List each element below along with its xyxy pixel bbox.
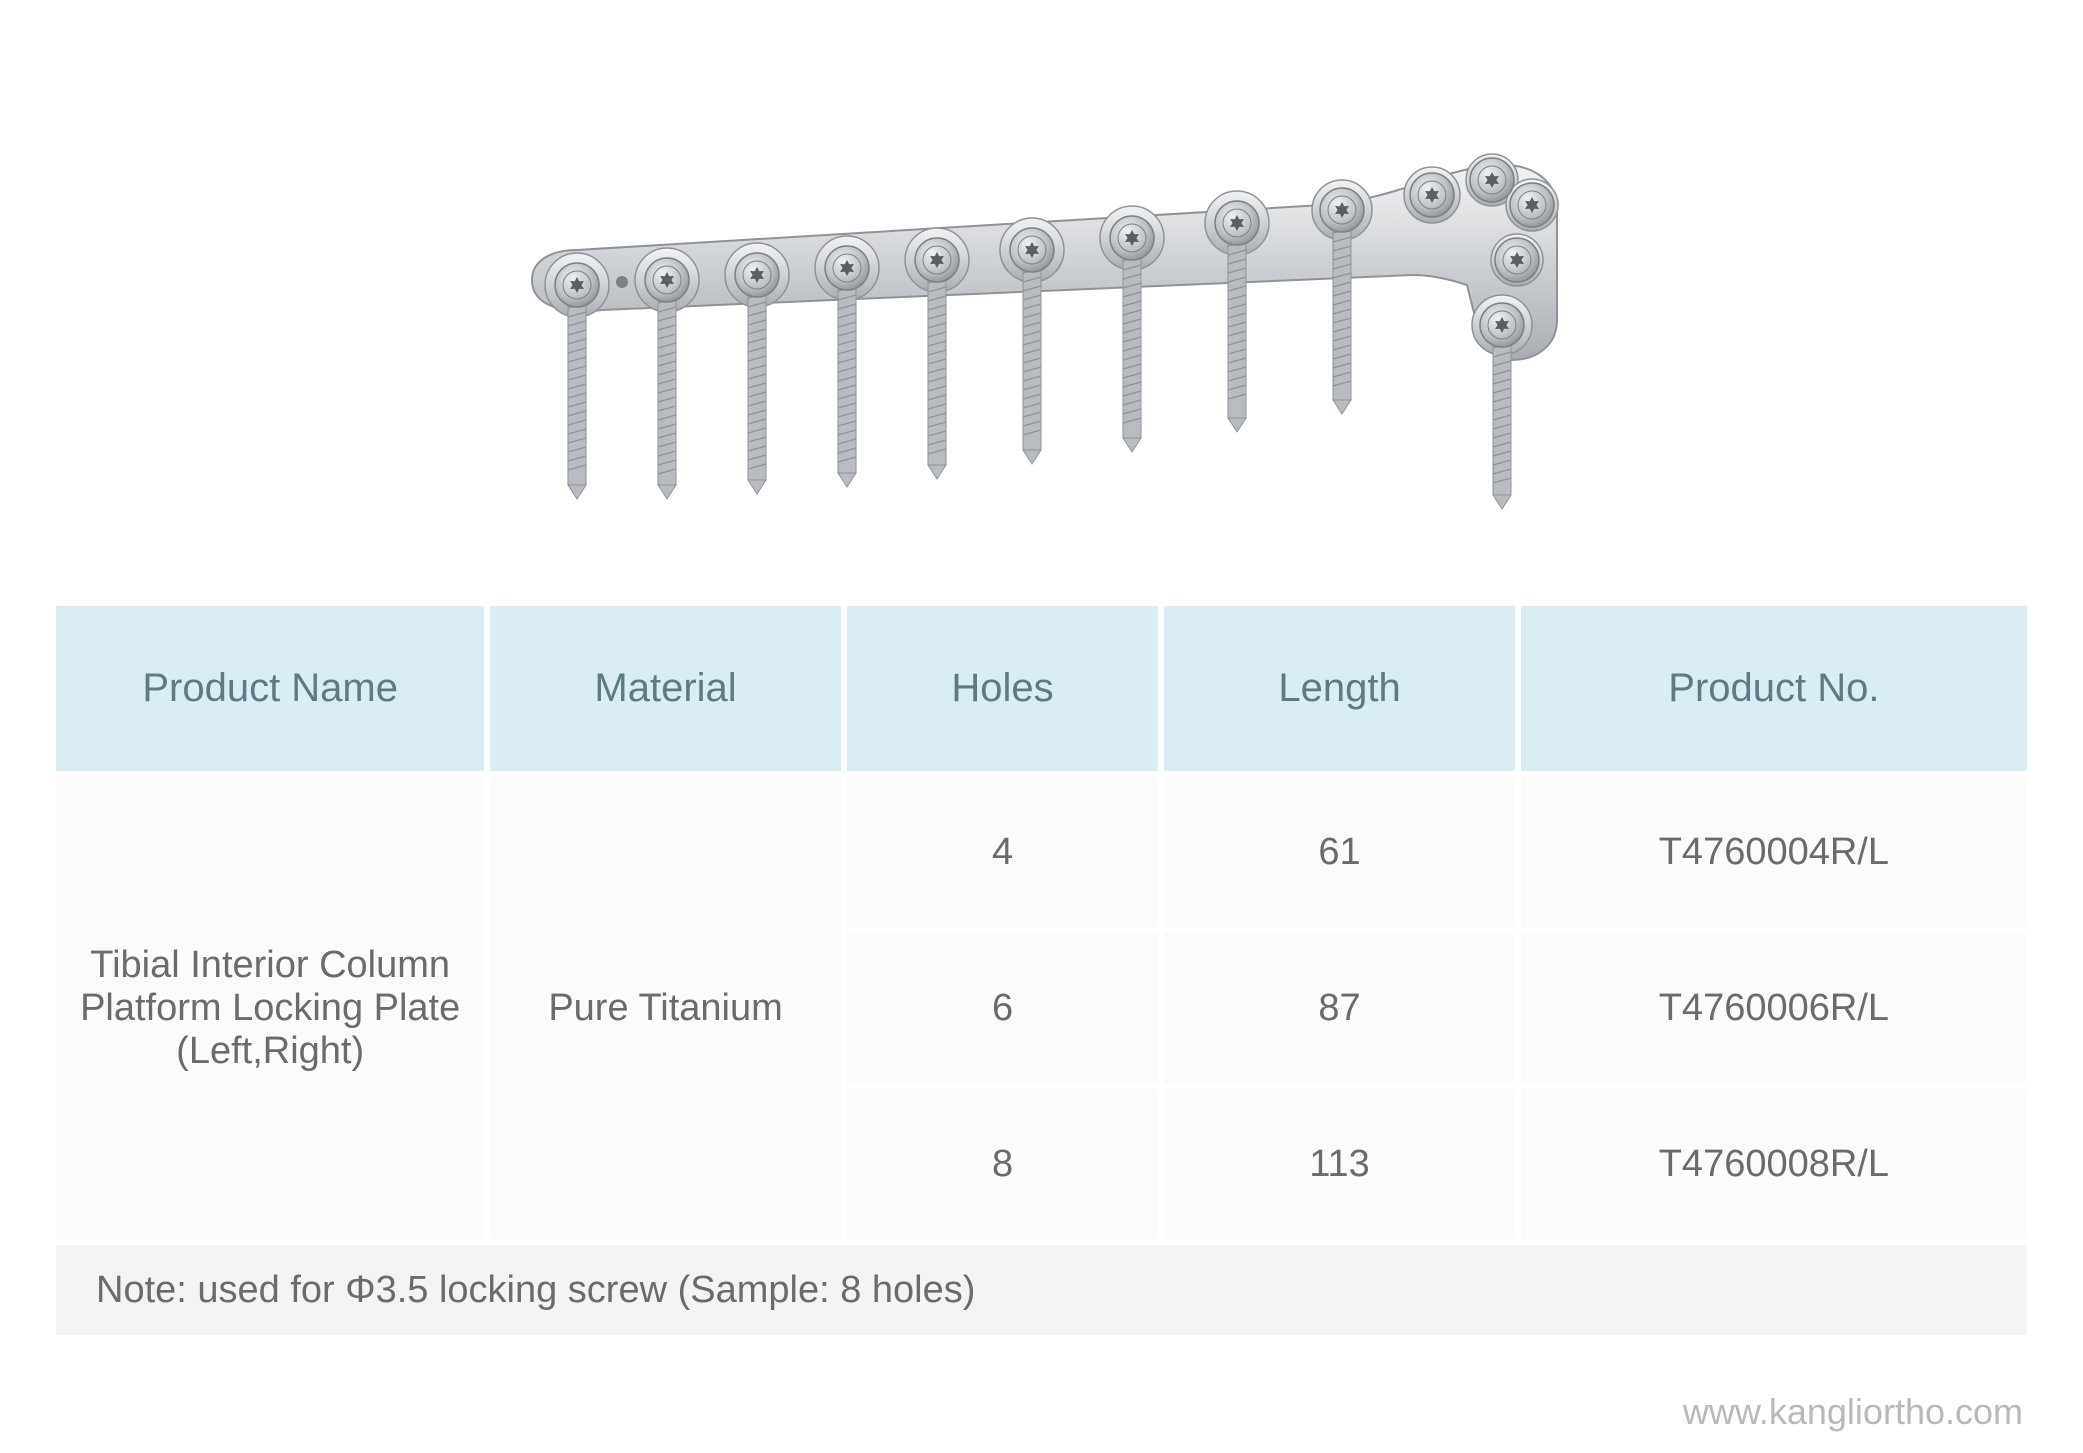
col-product-name: Product Name bbox=[56, 606, 484, 771]
cell-product-name: Tibial Interior Column Platform Locking … bbox=[56, 777, 484, 1239]
table-note-row: Note: used for Φ3.5 locking screw (Sampl… bbox=[56, 1245, 2027, 1335]
footer-url: www.kangliortho.com bbox=[1683, 1391, 2023, 1433]
spec-table: Product Name Material Holes Length Produ… bbox=[50, 600, 2033, 1341]
cell-holes: 8 bbox=[847, 1089, 1159, 1239]
col-material: Material bbox=[490, 606, 840, 771]
col-length: Length bbox=[1164, 606, 1514, 771]
table-note: Note: used for Φ3.5 locking screw (Sampl… bbox=[56, 1245, 2027, 1335]
cell-pno: T4760008R/L bbox=[1521, 1089, 2027, 1239]
cell-length: 113 bbox=[1164, 1089, 1514, 1239]
cell-length: 87 bbox=[1164, 933, 1514, 1083]
product-image bbox=[50, 40, 2033, 600]
cell-pno: T4760004R/L bbox=[1521, 777, 2027, 927]
table-header-row: Product Name Material Holes Length Produ… bbox=[56, 606, 2027, 771]
cell-material: Pure Titanium bbox=[490, 777, 840, 1239]
col-holes: Holes bbox=[847, 606, 1159, 771]
cell-pno: T4760006R/L bbox=[1521, 933, 2027, 1083]
cell-holes: 6 bbox=[847, 933, 1159, 1083]
col-product-no: Product No. bbox=[1521, 606, 2027, 771]
plate-illustration bbox=[492, 110, 1592, 530]
table-row: Tibial Interior Column Platform Locking … bbox=[56, 777, 2027, 927]
cell-length: 61 bbox=[1164, 777, 1514, 927]
cell-holes: 4 bbox=[847, 777, 1159, 927]
